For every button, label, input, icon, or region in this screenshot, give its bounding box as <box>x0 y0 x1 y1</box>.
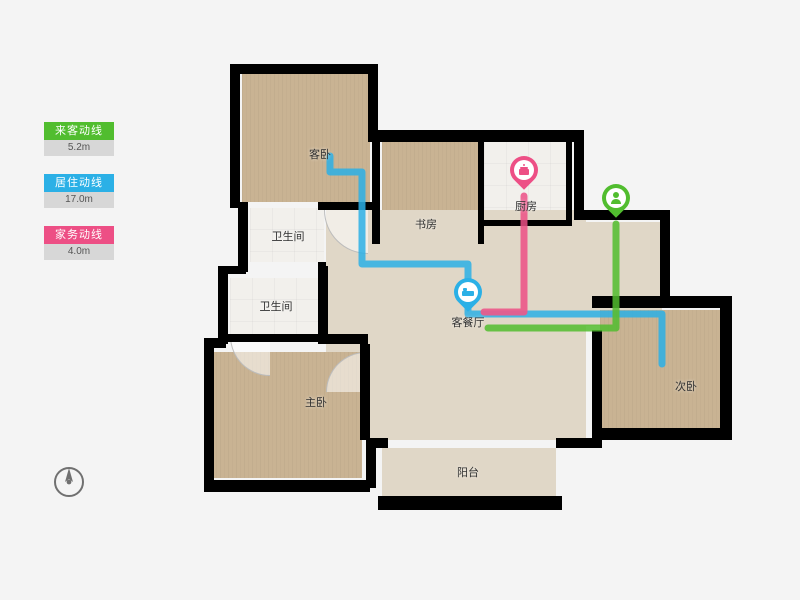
room-label-second_bed: 次卧 <box>675 378 697 394</box>
legend-guest-label: 来客动线 <box>44 122 114 140</box>
legend-chore-label: 家务动线 <box>44 226 114 244</box>
legend-live-label: 居住动线 <box>44 174 114 192</box>
legend-chore-value: 4.0m <box>44 244 114 260</box>
flow-pin-chore <box>510 156 538 192</box>
room-label-kitchen: 厨房 <box>515 198 537 214</box>
legend-live-value: 17.0m <box>44 192 114 208</box>
legend-item-chore: 家务动线 4.0m <box>44 226 114 260</box>
room-label-living: 客餐厅 <box>452 314 485 330</box>
room-label-wc2: 卫生间 <box>260 298 293 314</box>
legend-item-guest: 来客动线 5.2m <box>44 122 114 156</box>
compass-icon <box>52 465 86 504</box>
room-label-guest_bed: 客卧 <box>309 146 331 162</box>
room-label-study: 书房 <box>415 216 437 232</box>
legend-guest-value: 5.2m <box>44 140 114 156</box>
room-label-balcony: 阳台 <box>457 464 479 480</box>
flow-pin-guest <box>602 184 630 220</box>
legend: 来客动线 5.2m 居住动线 17.0m 家务动线 4.0m <box>44 122 114 278</box>
floor-plan: 客卧书房厨房卫生间卫生间客餐厅主卧次卧阳台 <box>168 52 734 532</box>
room-label-master: 主卧 <box>305 394 327 410</box>
legend-item-live: 居住动线 17.0m <box>44 174 114 208</box>
flow-pin-live <box>454 278 482 314</box>
room-label-wc1: 卫生间 <box>272 228 305 244</box>
flow-lines-layer <box>168 52 734 532</box>
